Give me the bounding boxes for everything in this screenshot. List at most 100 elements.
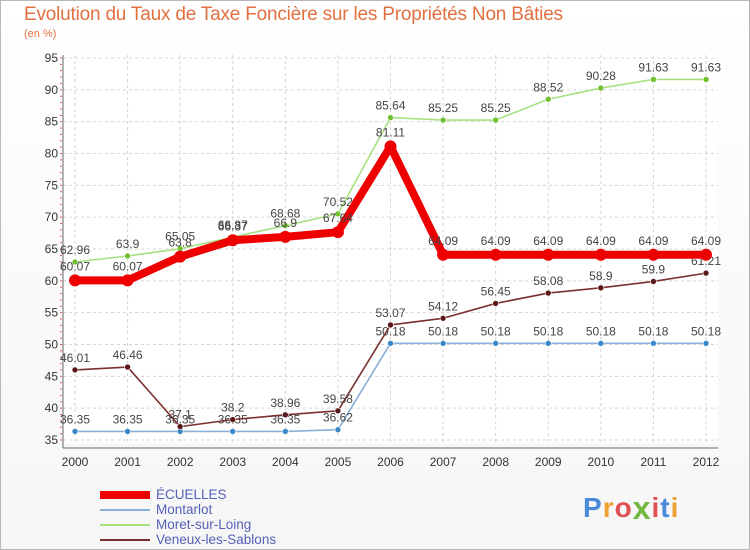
data-point <box>439 314 447 322</box>
y-tick-label: 65 <box>45 242 59 256</box>
data-label: 64.09 <box>428 234 458 248</box>
legend-swatch <box>100 508 150 511</box>
series-ecuelles: 60.07 60.07 63.8 66.37 66.9 67.64 81.11 64.09 64… <box>60 125 721 287</box>
data-label: 70.52 <box>323 195 353 209</box>
data-label: 63.9 <box>116 237 140 251</box>
data-label: 91.63 <box>691 60 721 74</box>
data-label: 56.45 <box>481 284 511 298</box>
data-label: 46.46 <box>113 348 143 362</box>
data-point <box>489 248 502 261</box>
data-point <box>492 300 499 307</box>
data-label: 62.96 <box>60 243 90 257</box>
logo-letter: P <box>583 492 603 523</box>
legend-swatch <box>100 538 150 541</box>
series-veneux-les-sablons: 46.01 46.46 37.1 38.2 38.96 39.58 53.07 54.12 56… <box>60 254 721 430</box>
data-label: 50.18 <box>586 324 616 338</box>
x-tick-label: 2010 <box>587 455 614 469</box>
legend: ÉCUELLES Montarlot Moret-sur-Loing Veneux-l… <box>100 487 276 547</box>
legend-item: Moret-sur-Loing <box>100 517 276 532</box>
legend-item: Veneux-les-Sablons <box>100 532 276 547</box>
data-label: 46.01 <box>60 351 90 365</box>
logo-letter: t <box>660 492 671 523</box>
data-point <box>282 222 289 229</box>
data-point <box>702 340 710 347</box>
data-point <box>69 274 81 287</box>
data-label: 67.64 <box>323 211 353 225</box>
data-point <box>544 340 552 347</box>
x-tick-label: 2006 <box>377 455 404 469</box>
legend-label: Moret-sur-Loing <box>156 517 252 532</box>
data-point <box>597 284 605 292</box>
data-label: 36.62 <box>323 411 353 425</box>
data-label: 63.8 <box>168 236 192 250</box>
data-label: 65.05 <box>165 230 195 244</box>
data-point <box>437 248 450 261</box>
data-label: 64.09 <box>586 234 616 248</box>
logo-letter: r <box>602 492 615 523</box>
data-label: 66.87 <box>218 218 248 232</box>
data-point <box>492 340 499 347</box>
data-point <box>597 84 605 92</box>
data-point <box>594 248 607 261</box>
data-label: 53.07 <box>375 306 405 320</box>
legend-swatch <box>100 523 150 526</box>
x-tick-label: 2012 <box>693 455 720 469</box>
y-axis-unit: (en %) <box>24 28 57 40</box>
data-point <box>650 340 657 347</box>
y-tick-label: 45 <box>45 369 59 383</box>
x-tick-label: 2009 <box>535 455 562 469</box>
data-label: 58.9 <box>589 269 613 283</box>
data-point <box>647 248 660 261</box>
data-label: 64.09 <box>533 234 563 248</box>
data-point <box>700 248 712 261</box>
x-tick-label: 2000 <box>62 455 89 469</box>
data-label: 85.64 <box>375 99 405 113</box>
y-tick-label: 75 <box>45 178 59 192</box>
data-point <box>334 210 342 218</box>
y-tick-label: 50 <box>45 338 59 352</box>
y-tick-label: 90 <box>45 83 59 97</box>
data-point <box>282 428 289 435</box>
legend-item: ÉCUELLES <box>100 487 276 502</box>
legend-swatch <box>100 490 150 499</box>
data-label: 38.2 <box>221 401 245 415</box>
data-point <box>71 258 79 266</box>
x-tick-label: 2011 <box>641 455 667 469</box>
data-point <box>121 274 134 287</box>
x-tick-label: 2005 <box>325 455 352 469</box>
data-label: 85.25 <box>428 101 458 115</box>
data-label: 91.63 <box>638 60 668 74</box>
data-point <box>387 114 394 121</box>
data-point <box>650 278 657 285</box>
series-montarlot: 36.3536.3536.3536.3536.3536.6250.1850.18… <box>60 324 721 435</box>
data-label: 90.28 <box>586 69 616 83</box>
data-label: 50.18 <box>691 324 721 338</box>
data-label: 81.11 <box>376 125 405 139</box>
data-label: 36.35 <box>60 412 90 426</box>
data-label: 64.09 <box>481 234 511 248</box>
data-label: 59.9 <box>642 262 666 276</box>
data-label: 88.52 <box>533 80 563 94</box>
y-tick-label: 80 <box>45 147 59 161</box>
data-point <box>544 95 552 103</box>
data-point <box>544 289 552 297</box>
logo-letter: x <box>632 490 652 526</box>
logo-letter: o <box>614 492 633 523</box>
data-label: 39.58 <box>323 392 353 406</box>
data-point <box>124 252 131 260</box>
data-label: 37.1 <box>168 408 192 422</box>
data-label: 36.35 <box>113 412 143 426</box>
data-point <box>597 340 605 347</box>
data-label: 68.68 <box>270 207 300 221</box>
legend-label: Montarlot <box>156 502 213 517</box>
data-point <box>226 234 239 247</box>
data-point <box>702 76 710 83</box>
data-point <box>334 426 342 433</box>
data-label: 66.9 <box>274 216 298 230</box>
data-point <box>71 366 79 374</box>
y-tick-label: 60 <box>45 274 59 288</box>
x-tick-label: 2003 <box>219 455 246 469</box>
series-moret-sur-loing: 62.96 63.9 65.05 66.87 68.68 70.52 85.64 85.25 8… <box>60 60 721 266</box>
y-tick-label: 35 <box>45 433 59 447</box>
data-point <box>702 269 710 277</box>
